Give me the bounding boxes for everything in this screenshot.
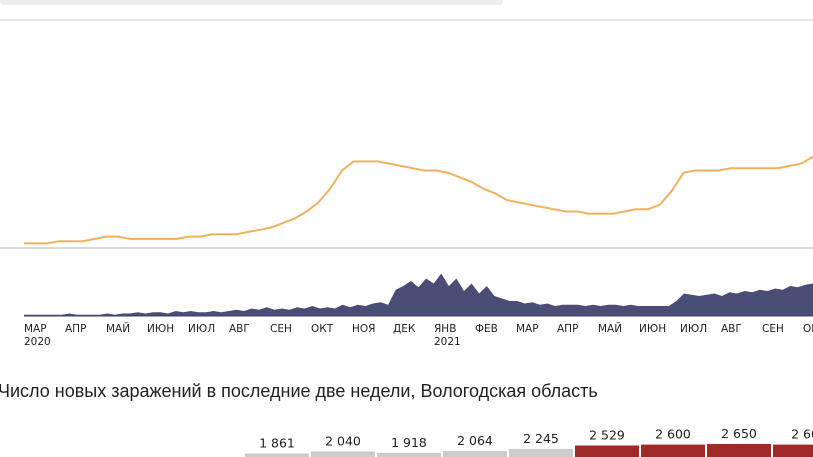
month-tick: ИЮЛ	[188, 323, 215, 335]
bar	[377, 452, 441, 457]
bar	[575, 445, 639, 457]
bar-value-label: 2 529	[589, 428, 625, 443]
timeline-chart: МАР АПР МАЙ ИЮН ИЮЛ АВГ СЕН ОКТ НОЯ ДЕК ЯНВ ФЕВ МАР А…	[0, 19, 813, 348]
bar	[443, 451, 507, 457]
month-tick: СЕН	[270, 323, 292, 335]
bar-value-label: 2 600	[655, 427, 691, 442]
month-tick-labels: МАР АПР МАЙ ИЮН ИЮЛ АВГ СЕН ОКТ НОЯ ДЕК ЯНВ ФЕВ МАР А…	[24, 322, 813, 335]
bar	[641, 444, 705, 457]
top-scroll-strip	[0, 0, 503, 5]
month-tick: АВГ	[721, 323, 742, 335]
year-tick: 2020	[24, 336, 51, 348]
bar-value-label: 2 064	[457, 433, 493, 448]
bar-value-label: 1 861	[259, 436, 295, 451]
year-tick-labels: 2020 2021	[24, 336, 461, 348]
month-tick: МАЙ	[106, 322, 130, 335]
month-tick: ФЕВ	[475, 323, 498, 335]
bar	[311, 451, 375, 457]
bar-value-label: 2 650	[721, 426, 757, 441]
month-tick: ОК	[803, 323, 813, 335]
month-tick: АПР	[557, 323, 578, 335]
month-tick: АПР	[65, 323, 86, 335]
section-title: Число новых заражений в последние две не…	[0, 381, 598, 401]
bar-value-label: 2 245	[523, 431, 559, 446]
month-tick: СЕН	[762, 323, 784, 335]
month-tick: АВГ	[229, 323, 250, 335]
bar-value-label: 2 040	[325, 433, 361, 448]
month-tick: МАР	[516, 323, 539, 335]
month-tick: НОЯ	[352, 323, 375, 335]
active-cases-line	[24, 155, 813, 245]
month-tick: ИЮН	[147, 323, 174, 335]
bar	[707, 444, 771, 457]
month-tick: ОКТ	[311, 323, 334, 335]
bar	[773, 444, 813, 457]
month-tick: МАЙ	[598, 322, 622, 335]
bar	[509, 448, 573, 457]
bar-value-label: 2 60	[791, 427, 813, 442]
bar-value-label: 1 918	[391, 435, 427, 450]
month-tick: ИЮН	[639, 323, 666, 335]
year-tick: 2021	[434, 336, 461, 348]
month-tick: ИЮЛ	[680, 323, 707, 335]
month-tick: ЯНВ	[434, 323, 456, 335]
bar	[245, 453, 309, 457]
daily-cases-area	[24, 273, 813, 316]
month-tick: МАР	[24, 323, 47, 335]
month-tick: ДЕК	[393, 323, 416, 335]
